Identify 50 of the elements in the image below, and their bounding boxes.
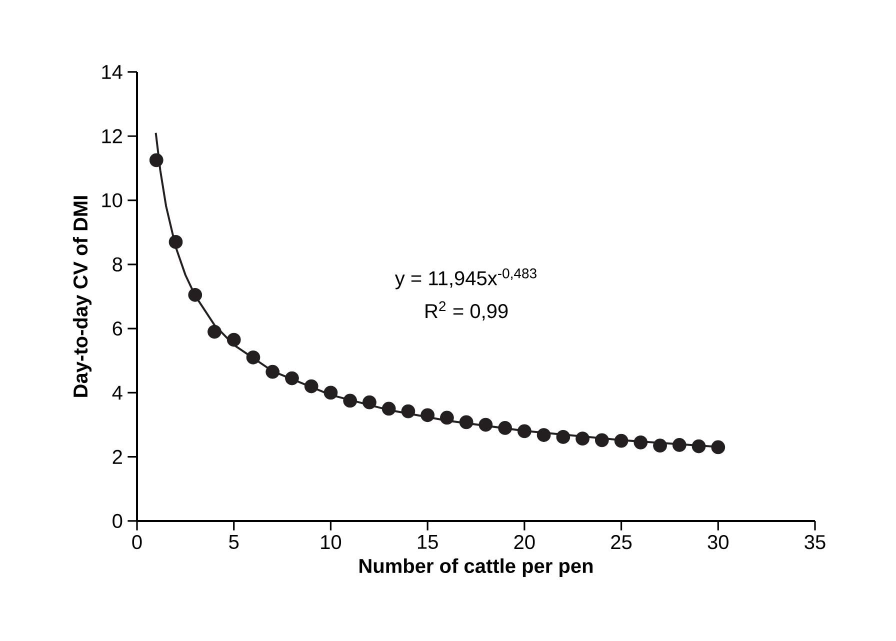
point [420, 408, 435, 422]
annotation: y = 11,945x$^{-0,483}$ [394, 268, 536, 290]
point [498, 421, 512, 435]
y-tick-label: 0 [112, 514, 122, 528]
y-tick-label: 8 [112, 257, 122, 272]
point [536, 428, 551, 442]
point [149, 153, 164, 168]
point [594, 433, 609, 448]
point [711, 440, 726, 454]
point [401, 404, 416, 418]
point [168, 235, 183, 249]
y-tick-label: 4 [112, 386, 122, 400]
point [266, 364, 280, 379]
x-tick-label: 10 [321, 535, 342, 550]
y-tick-label: 12 [102, 129, 122, 144]
point [576, 432, 590, 446]
point [382, 402, 396, 416]
point [692, 439, 706, 454]
point [478, 418, 493, 432]
point [362, 395, 376, 410]
point [188, 288, 202, 302]
y-tick-label: 14 [102, 65, 122, 79]
point [614, 434, 628, 448]
y-tick-label: 10 [102, 193, 122, 208]
point [653, 438, 667, 453]
y-axis-title: Day-to-day CV of DMI [72, 196, 92, 397]
point [208, 324, 222, 339]
y-tick-label: 6 [112, 321, 122, 336]
x-tick-label: 5 [229, 535, 239, 549]
x-tick-label: 25 [611, 535, 632, 550]
point [285, 371, 299, 386]
point [440, 410, 454, 425]
point [556, 430, 570, 444]
x-tick-label: 30 [708, 535, 728, 550]
point [672, 438, 686, 452]
x-tick-label: 15 [418, 535, 438, 549]
x-axis-title: Number of cattle per pen [360, 558, 593, 577]
point [343, 394, 358, 408]
point [459, 415, 474, 430]
point [517, 424, 532, 438]
point [304, 379, 318, 394]
x-tick-label: 0 [132, 535, 142, 550]
x-tick-label: 35 [804, 535, 826, 550]
point [634, 435, 648, 450]
point [226, 332, 241, 347]
x-tick-label: 20 [514, 535, 535, 550]
annotation: R$^{2}$ = 0,99 [426, 301, 508, 321]
y-tick-label: 2 [112, 450, 122, 464]
point [324, 386, 338, 400]
point [246, 350, 260, 364]
